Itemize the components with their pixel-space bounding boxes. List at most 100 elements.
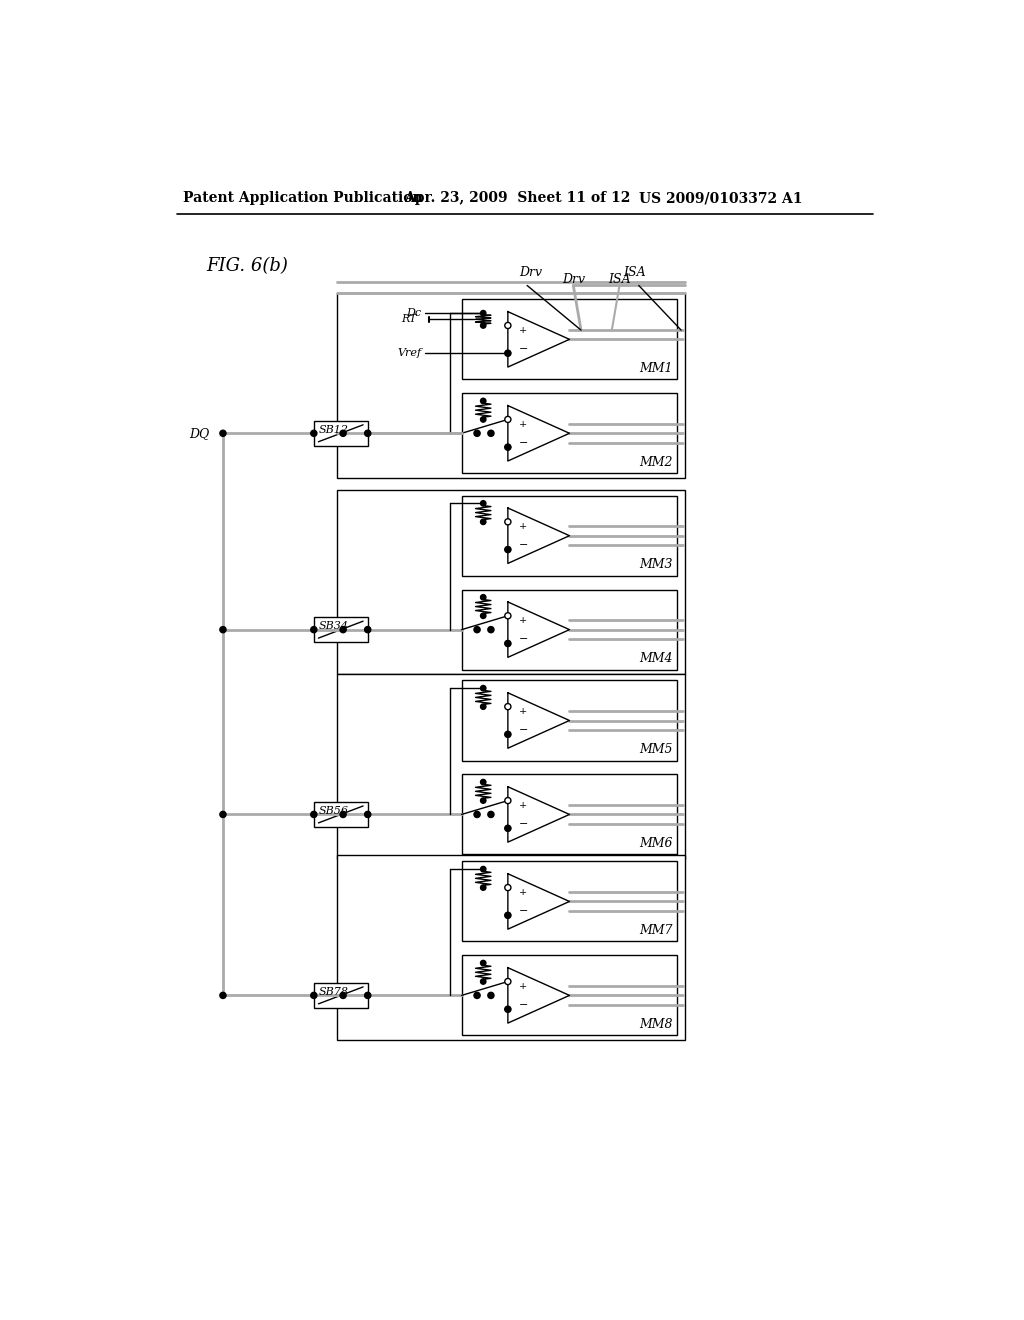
Circle shape xyxy=(505,444,511,450)
Circle shape xyxy=(487,812,494,817)
Text: −: − xyxy=(518,634,528,644)
Text: +: + xyxy=(519,420,527,429)
Circle shape xyxy=(480,612,486,619)
Text: MM8: MM8 xyxy=(639,1018,673,1031)
Circle shape xyxy=(480,594,486,601)
Text: US 2009/0103372 A1: US 2009/0103372 A1 xyxy=(639,191,802,206)
Circle shape xyxy=(480,685,486,690)
Circle shape xyxy=(505,825,511,832)
Circle shape xyxy=(474,812,480,817)
Bar xyxy=(462,681,677,760)
Text: +: + xyxy=(519,706,527,715)
Circle shape xyxy=(310,430,316,437)
Circle shape xyxy=(365,993,371,998)
Text: −: − xyxy=(518,540,528,550)
Circle shape xyxy=(365,812,371,817)
Bar xyxy=(313,618,368,642)
Circle shape xyxy=(505,519,511,525)
Bar xyxy=(337,675,685,859)
Text: ISA: ISA xyxy=(624,265,646,279)
Circle shape xyxy=(480,417,486,422)
Circle shape xyxy=(480,704,486,709)
Bar xyxy=(462,300,677,379)
Bar xyxy=(313,803,368,826)
Text: MM4: MM4 xyxy=(639,652,673,665)
Bar xyxy=(462,956,677,1035)
Text: −: − xyxy=(518,437,528,447)
Text: MM5: MM5 xyxy=(639,743,673,756)
Circle shape xyxy=(480,797,486,804)
Text: −: − xyxy=(518,999,528,1010)
Circle shape xyxy=(480,979,486,985)
Bar xyxy=(337,855,685,1040)
Circle shape xyxy=(505,546,511,552)
Text: Drv: Drv xyxy=(562,273,585,286)
Text: DQ: DQ xyxy=(188,426,209,440)
Circle shape xyxy=(365,812,371,817)
Circle shape xyxy=(505,731,511,738)
Circle shape xyxy=(480,399,486,404)
Text: +: + xyxy=(519,982,527,990)
Circle shape xyxy=(505,546,511,553)
Text: −: − xyxy=(518,818,528,829)
Circle shape xyxy=(474,993,480,998)
Bar xyxy=(313,421,368,446)
Bar xyxy=(462,590,677,669)
Circle shape xyxy=(310,627,316,632)
Text: MM7: MM7 xyxy=(639,924,673,937)
Text: Patent Application Publication: Patent Application Publication xyxy=(183,191,423,206)
Text: +: + xyxy=(519,326,527,334)
Circle shape xyxy=(505,350,511,356)
Circle shape xyxy=(365,627,371,632)
Bar xyxy=(462,496,677,576)
Circle shape xyxy=(505,1007,511,1012)
Circle shape xyxy=(487,430,494,437)
Circle shape xyxy=(505,322,511,329)
Text: SB34: SB34 xyxy=(318,622,348,631)
Circle shape xyxy=(505,640,511,647)
Circle shape xyxy=(220,627,226,632)
Circle shape xyxy=(505,912,511,919)
Circle shape xyxy=(505,731,511,737)
Text: −: − xyxy=(518,906,528,916)
Circle shape xyxy=(480,323,486,329)
Circle shape xyxy=(340,993,346,998)
Text: SB12: SB12 xyxy=(318,425,348,434)
Circle shape xyxy=(310,993,316,998)
Text: Vref: Vref xyxy=(397,348,422,358)
Circle shape xyxy=(505,351,511,356)
Circle shape xyxy=(505,978,511,985)
Bar xyxy=(462,862,677,941)
Circle shape xyxy=(505,612,511,619)
Text: SB56: SB56 xyxy=(318,807,348,816)
Text: +: + xyxy=(519,616,527,624)
Circle shape xyxy=(474,627,480,632)
Circle shape xyxy=(310,812,316,817)
Text: Dc: Dc xyxy=(407,308,422,318)
Text: RT: RT xyxy=(401,314,417,325)
Text: +: + xyxy=(519,888,527,896)
Circle shape xyxy=(480,961,486,966)
Circle shape xyxy=(365,430,371,436)
Circle shape xyxy=(480,519,486,524)
Circle shape xyxy=(505,1006,511,1012)
Circle shape xyxy=(365,627,371,632)
Circle shape xyxy=(487,993,494,998)
Circle shape xyxy=(505,797,511,804)
Circle shape xyxy=(220,812,226,817)
Circle shape xyxy=(505,416,511,422)
Circle shape xyxy=(505,912,511,917)
Circle shape xyxy=(220,993,226,998)
Text: FIG. 6(b): FIG. 6(b) xyxy=(206,257,288,275)
Circle shape xyxy=(487,627,494,632)
Bar xyxy=(337,490,685,675)
Circle shape xyxy=(480,884,486,890)
Text: MM1: MM1 xyxy=(639,362,673,375)
Circle shape xyxy=(474,430,480,437)
Text: Apr. 23, 2009  Sheet 11 of 12: Apr. 23, 2009 Sheet 11 of 12 xyxy=(403,191,631,206)
Circle shape xyxy=(505,825,511,832)
Text: −: − xyxy=(518,725,528,735)
Bar xyxy=(462,393,677,474)
Text: MM2: MM2 xyxy=(639,455,673,469)
Circle shape xyxy=(505,445,511,450)
